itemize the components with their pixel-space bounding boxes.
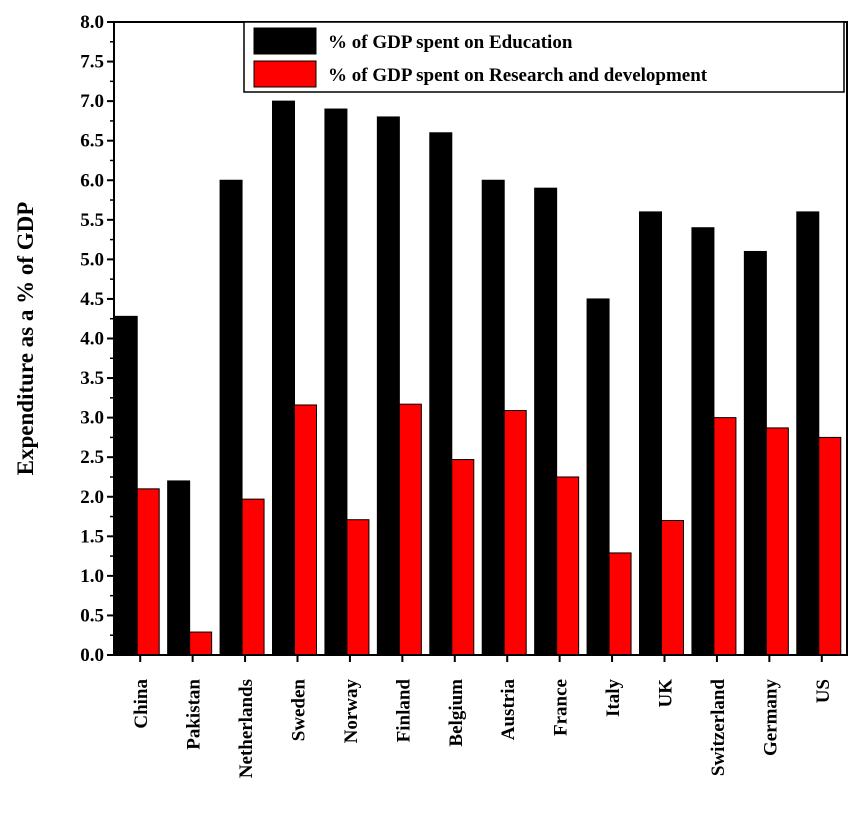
bar-education-norway [324,108,348,656]
legend-label-rnd: % of GDP spent on Research and developme… [328,65,708,86]
bars-group [114,100,842,656]
bar-education-germany [743,250,767,656]
bar-rnd-us [818,436,842,656]
y-tick-label: 3.5 [80,368,104,389]
bar-rnd-belgium [451,459,475,656]
bar-rnd-austria [503,410,527,656]
y-tick-label: 5.5 [80,210,104,231]
bar-education-italy [586,298,610,656]
y-tick-label: 7.5 [80,52,104,73]
legend-swatch-rnd [253,60,317,88]
y-tick-label: 4.5 [80,289,104,310]
bar-education-austria [481,179,505,656]
bar-education-china [114,315,138,656]
x-tick-label-china: China [131,679,152,729]
x-tick-label-italy: Italy [603,679,624,718]
bar-rnd-norway [346,519,370,656]
y-tick-label: 2.0 [80,487,104,508]
bar-rnd-switzerland [713,417,737,656]
bar-education-netherlands [219,179,243,656]
x-tick-label-sweden: Sweden [289,679,310,742]
bar-rnd-pakistan [189,631,213,656]
legend-box [243,21,845,93]
bar-education-switzerland [691,227,715,656]
bar-education-belgium [429,132,453,656]
y-tick-label: 3.0 [80,408,104,429]
bar-rnd-italy [608,552,632,656]
x-tick-label-netherlands: Netherlands [236,679,257,778]
y-tick-label: 0.0 [80,645,104,666]
x-tick-label-norway: Norway [341,679,362,744]
bar-education-pakistan [167,480,191,656]
x-tick-label-pakistan: Pakistan [184,679,205,750]
bar-rnd-sweden [294,404,317,656]
x-tick-label-germany: Germany [760,679,781,757]
y-axis: 0.0 0.5 1.0 1.5 2.0 2.5 3.0 3.5 4.0 4.5 5.0 5.5 6.0 6… [80,12,114,666]
bar-rnd-uk [661,519,684,656]
legend-label-education: % of GDP spent on Education [328,32,573,53]
y-tick-label: 8.0 [80,12,104,33]
x-tick-label-belgium: Belgium [446,679,467,747]
x-tick-label-france: France [551,679,572,736]
y-tick-label: 0.5 [80,605,104,626]
y-tick-label: 6.5 [80,131,104,152]
y-tick-label: 6.0 [80,170,104,191]
bar-education-sweden [272,100,295,656]
x-axis: China Pakistan Netherlands Sweden Norway Finl… [131,655,834,778]
bar-education-france [534,187,558,656]
bar-rnd-germany [765,427,789,656]
bar-rnd-france [556,476,580,656]
bar-rnd-netherlands [241,498,265,656]
y-tick-label: 2.5 [80,447,104,468]
legend-swatch-education [253,27,317,55]
y-tick-label: 7.0 [80,91,104,112]
legend: % of GDP spent on Education % of GDP spen… [243,21,845,93]
bar-rnd-china [136,488,160,656]
y-tick-label: 1.5 [80,526,104,547]
y-tick-label: 1.0 [80,566,104,587]
bar-education-finland [376,116,400,656]
x-tick-label-us: US [813,679,834,703]
y-tick-label: 4.0 [80,329,104,350]
bar-education-us [796,211,820,656]
x-tick-label-uk: UK [656,679,677,708]
x-tick-label-austria: Austria [498,679,519,741]
y-tick-label: 5.0 [80,249,104,270]
y-axis-title: Expenditure as a % of GDP [13,202,38,476]
x-tick-label-switzerland: Switzerland [708,679,729,777]
bar-education-uk [639,211,662,656]
x-tick-label-finland: Finland [393,679,414,743]
bar-rnd-finland [398,403,422,656]
